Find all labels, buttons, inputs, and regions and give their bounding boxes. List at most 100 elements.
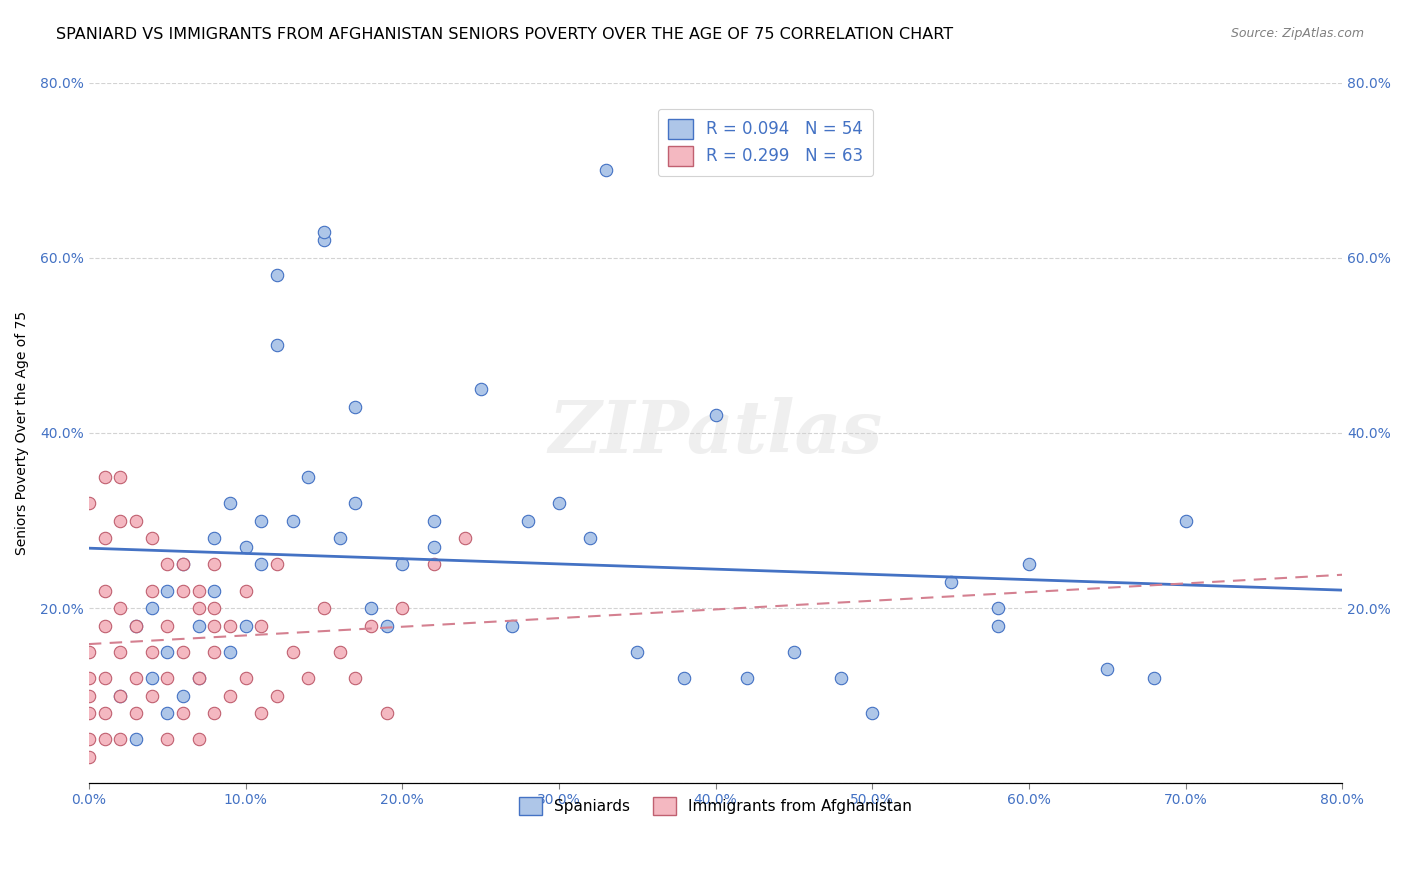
Point bbox=[375, 706, 398, 720]
Point bbox=[218, 689, 240, 703]
Point bbox=[422, 558, 444, 572]
Point bbox=[830, 671, 852, 685]
Point bbox=[281, 514, 304, 528]
Point bbox=[125, 706, 148, 720]
Point bbox=[328, 531, 350, 545]
Point bbox=[187, 671, 209, 685]
Point bbox=[108, 469, 131, 483]
Point bbox=[235, 618, 257, 632]
Point bbox=[93, 583, 115, 598]
Point bbox=[218, 618, 240, 632]
Point bbox=[595, 163, 617, 178]
Point bbox=[77, 706, 100, 720]
Point bbox=[156, 732, 179, 747]
Point bbox=[141, 583, 163, 598]
Point bbox=[1097, 662, 1119, 676]
Point bbox=[501, 618, 523, 632]
Point bbox=[1018, 558, 1040, 572]
Point bbox=[579, 531, 602, 545]
Point bbox=[93, 469, 115, 483]
Point bbox=[156, 618, 179, 632]
Point bbox=[312, 225, 335, 239]
Point bbox=[202, 558, 225, 572]
Point bbox=[202, 706, 225, 720]
Point bbox=[391, 558, 413, 572]
Point bbox=[735, 671, 758, 685]
Point bbox=[375, 618, 398, 632]
Text: Source: ZipAtlas.com: Source: ZipAtlas.com bbox=[1230, 27, 1364, 40]
Point bbox=[187, 601, 209, 615]
Point bbox=[250, 558, 273, 572]
Point bbox=[516, 514, 538, 528]
Point bbox=[108, 689, 131, 703]
Point bbox=[77, 749, 100, 764]
Point bbox=[141, 601, 163, 615]
Point bbox=[202, 618, 225, 632]
Point bbox=[77, 671, 100, 685]
Point bbox=[235, 540, 257, 554]
Point bbox=[281, 645, 304, 659]
Point bbox=[266, 268, 288, 283]
Point bbox=[312, 601, 335, 615]
Point bbox=[783, 645, 806, 659]
Point bbox=[172, 645, 194, 659]
Point bbox=[187, 583, 209, 598]
Point bbox=[202, 531, 225, 545]
Point bbox=[108, 645, 131, 659]
Text: ZIPatlas: ZIPatlas bbox=[548, 398, 883, 468]
Point bbox=[156, 558, 179, 572]
Point bbox=[250, 706, 273, 720]
Point bbox=[266, 338, 288, 352]
Point bbox=[156, 671, 179, 685]
Point bbox=[108, 689, 131, 703]
Point bbox=[422, 514, 444, 528]
Point bbox=[93, 732, 115, 747]
Point bbox=[235, 583, 257, 598]
Point bbox=[297, 671, 319, 685]
Y-axis label: Seniors Poverty Over the Age of 75: Seniors Poverty Over the Age of 75 bbox=[15, 311, 30, 555]
Point bbox=[344, 671, 367, 685]
Point bbox=[987, 618, 1010, 632]
Point bbox=[141, 531, 163, 545]
Point bbox=[108, 732, 131, 747]
Point bbox=[218, 645, 240, 659]
Point bbox=[344, 496, 367, 510]
Point bbox=[860, 706, 883, 720]
Point bbox=[297, 469, 319, 483]
Point bbox=[360, 618, 382, 632]
Point bbox=[125, 514, 148, 528]
Point bbox=[108, 601, 131, 615]
Point bbox=[250, 618, 273, 632]
Point bbox=[235, 671, 257, 685]
Point bbox=[218, 496, 240, 510]
Point bbox=[626, 645, 648, 659]
Point bbox=[360, 601, 382, 615]
Point bbox=[172, 558, 194, 572]
Point bbox=[202, 645, 225, 659]
Point bbox=[939, 574, 962, 589]
Point bbox=[312, 234, 335, 248]
Point bbox=[156, 583, 179, 598]
Point bbox=[202, 601, 225, 615]
Point bbox=[156, 645, 179, 659]
Point bbox=[77, 689, 100, 703]
Point bbox=[172, 558, 194, 572]
Point bbox=[187, 671, 209, 685]
Point bbox=[93, 531, 115, 545]
Point bbox=[172, 706, 194, 720]
Point bbox=[547, 496, 569, 510]
Point bbox=[187, 732, 209, 747]
Point bbox=[77, 645, 100, 659]
Point bbox=[93, 671, 115, 685]
Legend: Spaniards, Immigrants from Afghanistan: Spaniards, Immigrants from Afghanistan bbox=[510, 788, 921, 824]
Point bbox=[704, 409, 727, 423]
Point bbox=[266, 689, 288, 703]
Point bbox=[470, 382, 492, 396]
Point bbox=[987, 601, 1010, 615]
Point bbox=[454, 531, 477, 545]
Point bbox=[125, 671, 148, 685]
Point bbox=[93, 706, 115, 720]
Point bbox=[156, 706, 179, 720]
Point bbox=[187, 618, 209, 632]
Text: SPANIARD VS IMMIGRANTS FROM AFGHANISTAN SENIORS POVERTY OVER THE AGE OF 75 CORRE: SPANIARD VS IMMIGRANTS FROM AFGHANISTAN … bbox=[56, 27, 953, 42]
